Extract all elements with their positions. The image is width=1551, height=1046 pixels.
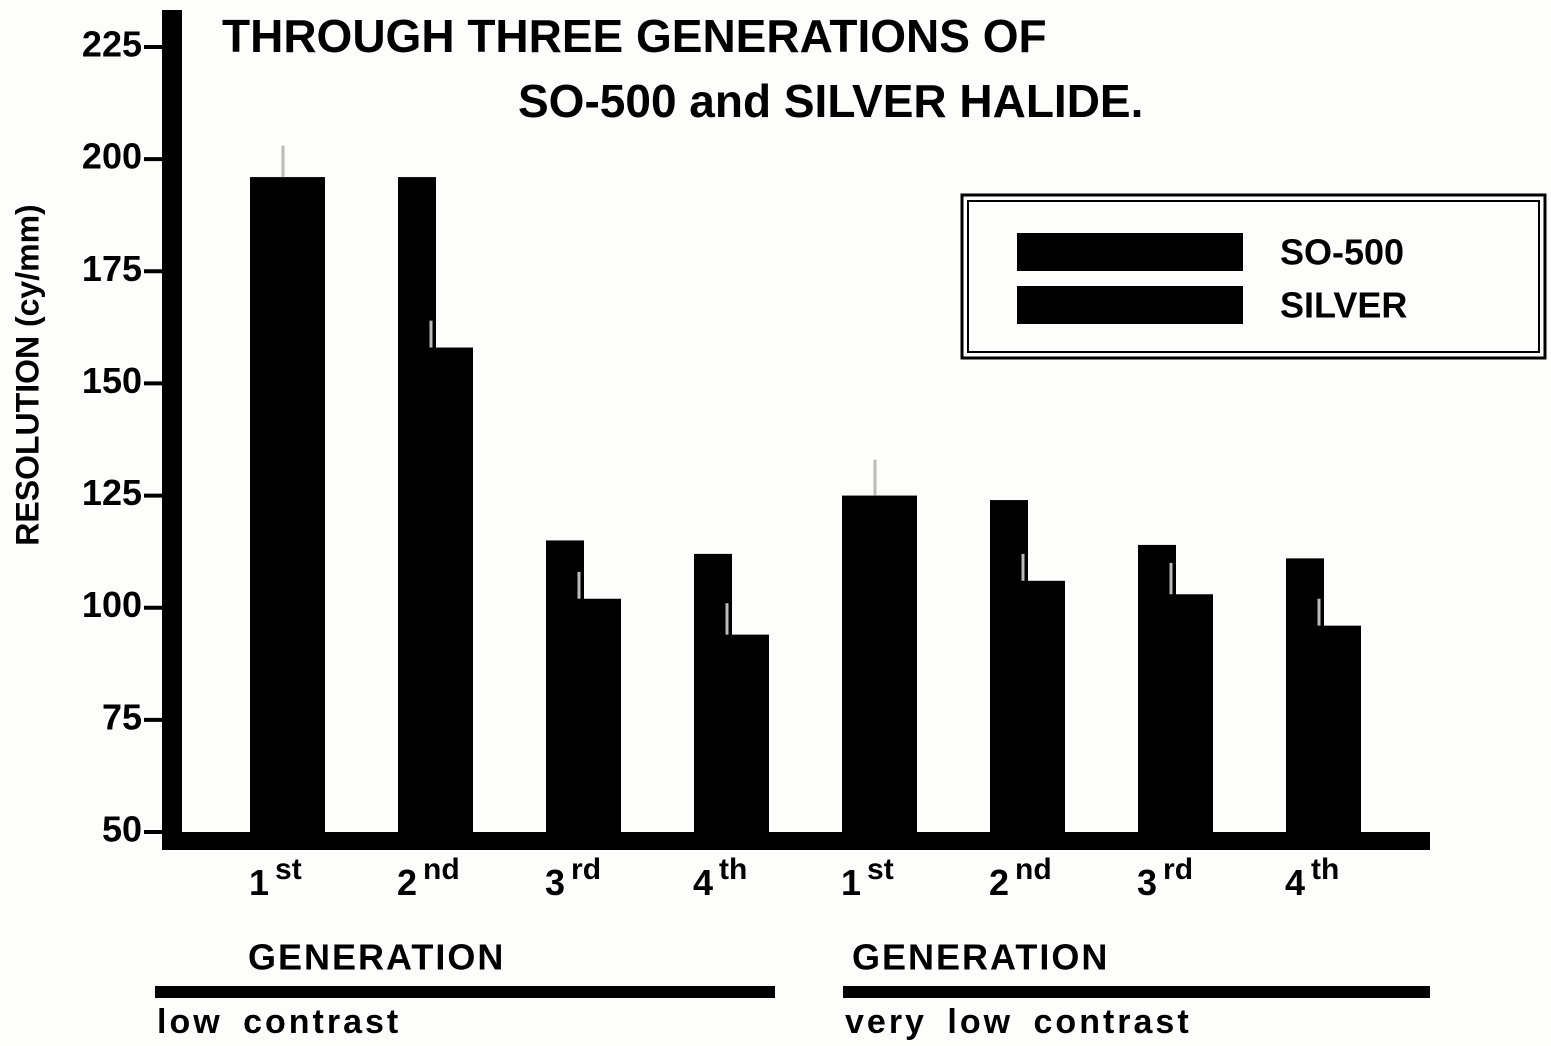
legend-label: SO-500 — [1280, 232, 1404, 273]
bar — [1027, 580, 1065, 832]
legend-box — [967, 200, 1540, 353]
group-label: GENERATION — [852, 937, 1109, 978]
bar — [583, 598, 621, 832]
bar — [990, 500, 1028, 832]
y-axis-label: RESOLUTION (cy/mm) — [9, 204, 45, 545]
bar — [398, 177, 436, 833]
y-tick-label: 200 — [82, 136, 142, 177]
group-bar — [843, 986, 1430, 998]
legend-box — [960, 193, 1547, 360]
bar — [1175, 594, 1213, 832]
y-tick-label: 175 — [82, 248, 142, 289]
y-tick-label: 150 — [82, 360, 142, 401]
group-note: very low contrast — [845, 1003, 1192, 1041]
bar — [731, 634, 769, 832]
y-tick-label: 100 — [82, 584, 142, 625]
legend-label: SILVER — [1280, 285, 1407, 326]
bar — [435, 347, 473, 832]
y-tick-label: 75 — [102, 696, 142, 737]
y-tick-label: 125 — [82, 472, 142, 513]
legend-swatch — [1017, 233, 1243, 271]
bar — [287, 177, 325, 833]
bar — [694, 553, 732, 832]
y-axis — [162, 10, 182, 850]
bar — [879, 495, 917, 832]
bar — [1323, 625, 1361, 832]
legend-swatch — [1017, 286, 1243, 324]
group-bar — [155, 986, 775, 998]
y-tick-label: 50 — [102, 809, 142, 850]
group-label: GENERATION — [248, 937, 505, 978]
bar — [250, 177, 288, 833]
x-axis — [162, 832, 1430, 850]
group-note: low contrast — [157, 1003, 401, 1041]
bar — [842, 495, 880, 832]
chart-title: THROUGH THREE GENERATIONS OF — [222, 10, 1047, 62]
y-tick-label: 225 — [82, 24, 142, 65]
chart-title: SO-500 and SILVER HALIDE. — [518, 75, 1143, 127]
